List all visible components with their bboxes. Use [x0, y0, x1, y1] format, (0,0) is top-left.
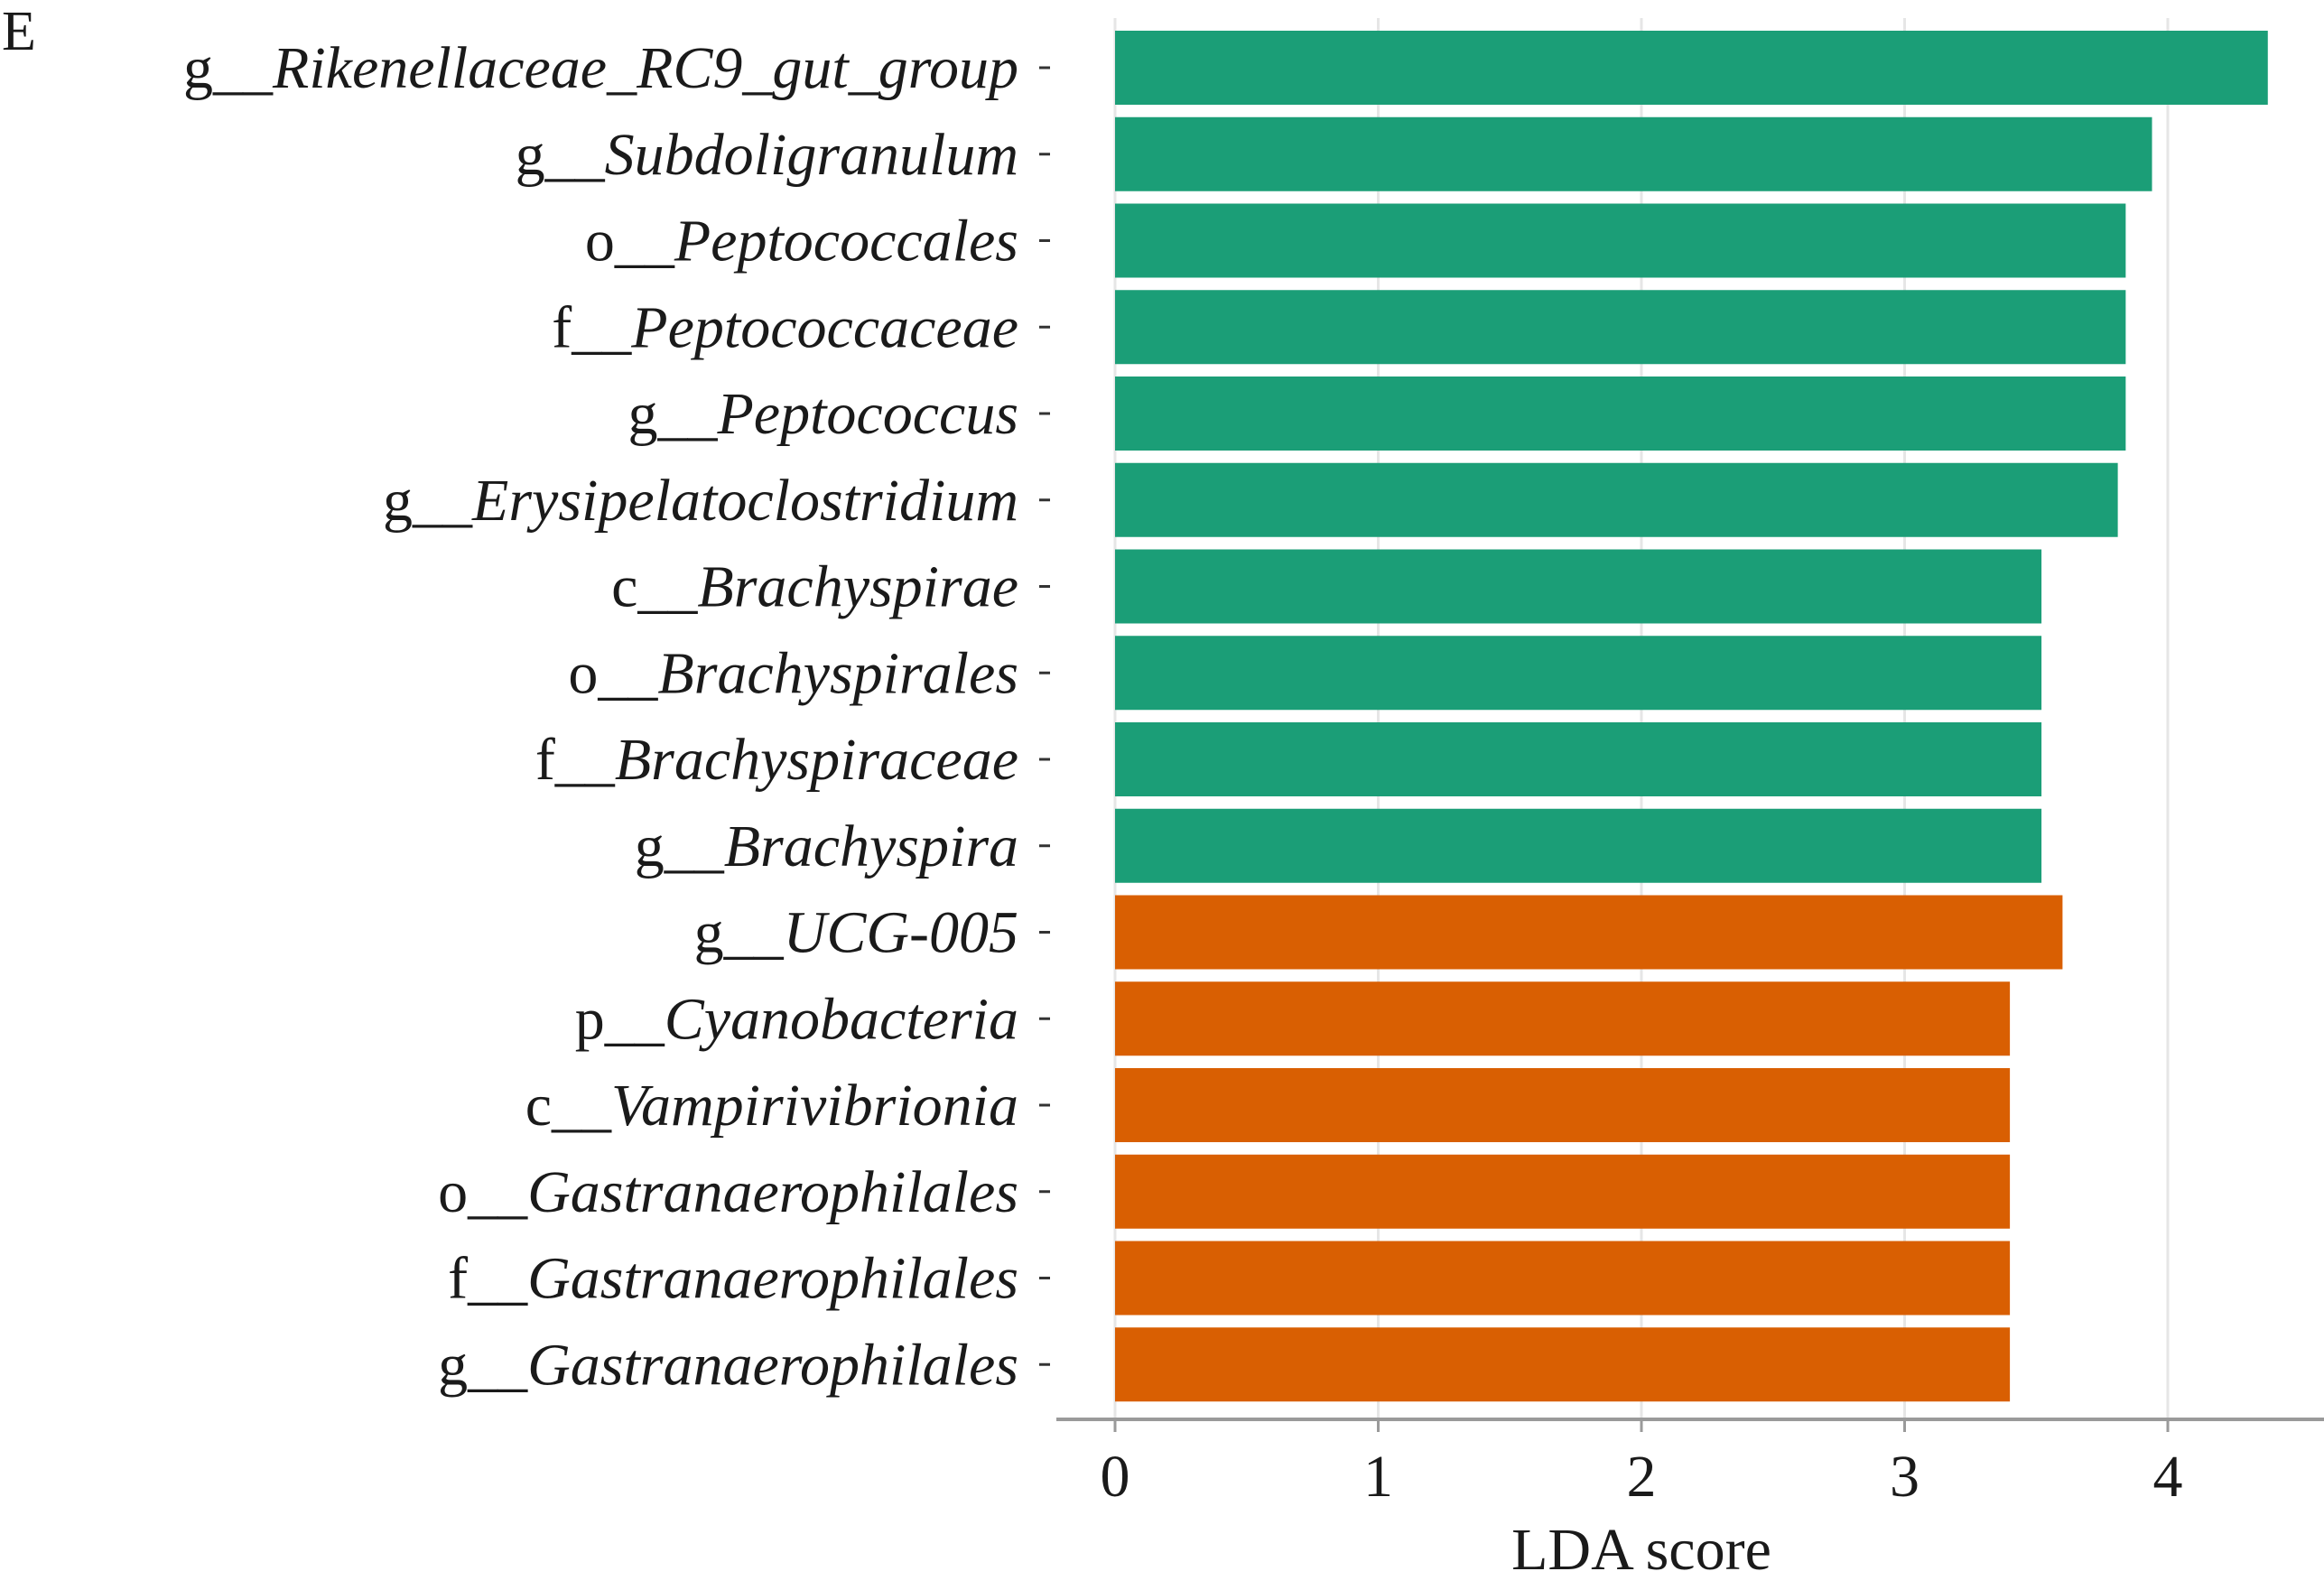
bar-4	[1115, 377, 2126, 451]
taxon-rank-prefix: f__	[448, 1246, 528, 1312]
bar-5	[1115, 462, 2118, 537]
taxon-name: Erysipelatoclostridium	[471, 468, 1018, 534]
bar-0	[1115, 31, 2268, 105]
x-axis-title: LDA score	[1511, 1517, 1771, 1583]
bar-6	[1115, 549, 2042, 624]
category-label-8: f__Brachyspiraceae	[535, 727, 1018, 793]
bar-8	[1115, 722, 2042, 796]
taxon-rank-prefix: c__	[525, 1073, 612, 1139]
category-label-11: p__Cyanobacteria	[575, 986, 1018, 1052]
taxon-name: Cyanobacteria	[665, 986, 1018, 1052]
category-label-13: o__Gastranaerophilales	[438, 1159, 1018, 1225]
panel-label: E	[2, 1, 36, 62]
taxon-name: Gastranaerophilales	[527, 1332, 1018, 1398]
bar-1	[1115, 116, 2152, 191]
taxon-name: Brachyspiraceae	[615, 727, 1018, 793]
taxon-rank-prefix: c__	[611, 554, 698, 620]
category-label-2: o__Peptococcales	[585, 209, 1018, 274]
taxon-rank-prefix: o__	[438, 1159, 528, 1225]
taxon-rank-prefix: p__	[575, 986, 665, 1052]
taxon-rank-prefix: g__	[183, 35, 274, 101]
taxon-rank-prefix: g__	[438, 1332, 528, 1398]
taxon-rank-prefix: f__	[552, 294, 632, 360]
taxon-rank-prefix: o__	[585, 209, 675, 274]
taxon-name: Peptococcaceae	[630, 294, 1018, 360]
taxon-name: Brachyspira	[724, 814, 1018, 879]
category-label-1: g__Subdoligranulum	[516, 122, 1018, 188]
category-label-10: g__UCG-005	[694, 900, 1018, 966]
taxon-rank-prefix: g__	[635, 814, 725, 879]
bar-11	[1115, 981, 2011, 1056]
category-label-14: f__Gastranaerophilales	[448, 1246, 1018, 1312]
taxon-name: Rikenellaceae_RC9_gut_group	[272, 35, 1018, 101]
category-labels: g__Rikenellaceae_RC9_gut_groupg__Subdoli…	[183, 35, 1050, 1398]
x-tick-label-3: 3	[1890, 1444, 1920, 1510]
category-label-6: c__Brachyspirae	[611, 554, 1018, 620]
taxon-name: Brachyspirales	[657, 640, 1018, 706]
bars	[1115, 31, 2268, 1402]
taxon-rank-prefix: g__	[383, 468, 473, 534]
x-tick-label-1: 1	[1363, 1444, 1393, 1510]
category-label-9: g__Brachyspira	[635, 814, 1018, 879]
taxon-rank-prefix: g__	[627, 381, 718, 447]
taxon-name: Gastranaerophilales	[527, 1159, 1018, 1225]
taxon-name: Vampirivibrionia	[611, 1073, 1018, 1139]
taxon-name: Subdoligranulum	[605, 122, 1018, 188]
taxon-name: Brachyspirae	[697, 554, 1018, 620]
category-label-15: g__Gastranaerophilales	[438, 1332, 1018, 1398]
category-label-12: c__Vampirivibrionia	[525, 1073, 1018, 1139]
category-label-0: g__Rikenellaceae_RC9_gut_group	[183, 35, 1018, 101]
taxon-name: Gastranaerophilales	[527, 1246, 1018, 1312]
taxon-rank-prefix: g__	[516, 122, 606, 188]
category-label-7: o__Brachyspirales	[568, 640, 1018, 706]
bar-10	[1115, 895, 2063, 970]
bar-2	[1115, 203, 2126, 278]
bar-3	[1115, 290, 2126, 365]
taxon-name: UCG-005	[784, 900, 1018, 966]
bar-13	[1115, 1154, 2011, 1229]
x-tick-label-4: 4	[2153, 1444, 2183, 1510]
bar-14	[1115, 1241, 2011, 1316]
bar-7	[1115, 636, 2042, 711]
bar-9	[1115, 808, 2042, 883]
taxon-rank-prefix: g__	[694, 900, 785, 966]
category-label-3: f__Peptococcaceae	[552, 294, 1018, 360]
taxon-rank-prefix: f__	[535, 727, 616, 793]
taxon-name: Peptococcales	[674, 209, 1018, 274]
taxon-rank-prefix: o__	[568, 640, 658, 706]
category-label-5: g__Erysipelatoclostridium	[383, 468, 1018, 534]
bar-15	[1115, 1327, 2011, 1402]
x-tick-label-2: 2	[1627, 1444, 1657, 1510]
x-tick-label-0: 0	[1101, 1444, 1130, 1510]
taxon-name: Peptococcus	[716, 381, 1018, 447]
bar-12	[1115, 1068, 2011, 1142]
x-axis: 0 1 2 3 4	[1056, 1418, 2324, 1510]
category-label-4: g__Peptococcus	[627, 381, 1018, 447]
